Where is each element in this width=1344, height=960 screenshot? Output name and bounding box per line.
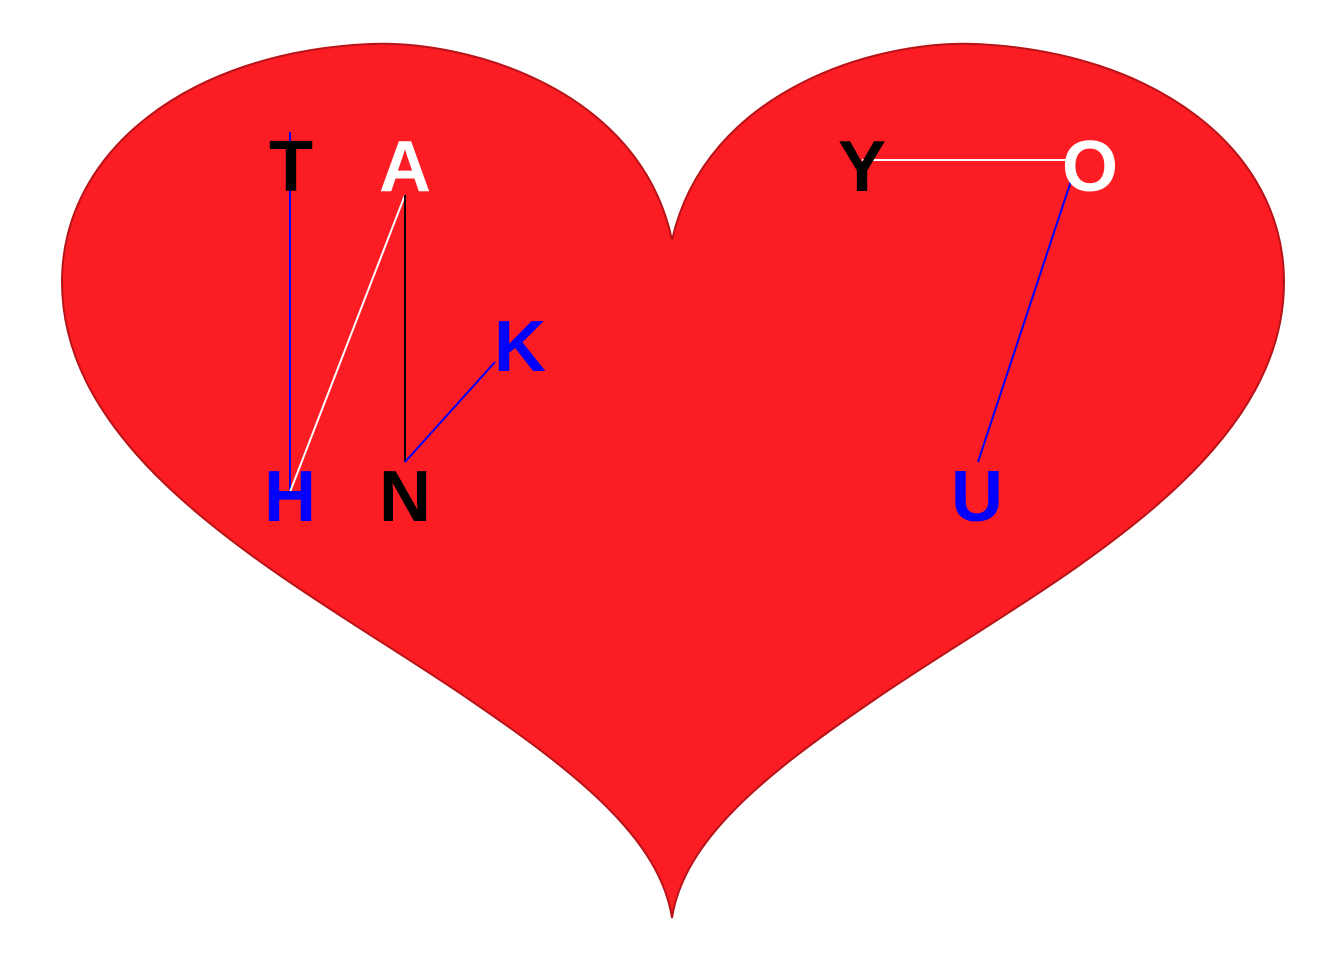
letter-y: Y [838, 127, 886, 207]
letter-u: U [951, 457, 1003, 537]
letter-k: K [494, 307, 546, 387]
connector-o-u [977, 177, 1073, 463]
connector-lines [289, 132, 1073, 493]
heart-shape [60, 42, 1286, 919]
letters: T A K H N Y O U [264, 127, 1118, 537]
letter-t: T [269, 127, 313, 207]
letter-n: N [379, 457, 431, 537]
connector-h-a [289, 194, 406, 493]
letter-h: H [264, 457, 316, 537]
connector-n-k [404, 361, 496, 463]
letter-o: O [1062, 127, 1118, 207]
letter-a: A [379, 127, 431, 207]
